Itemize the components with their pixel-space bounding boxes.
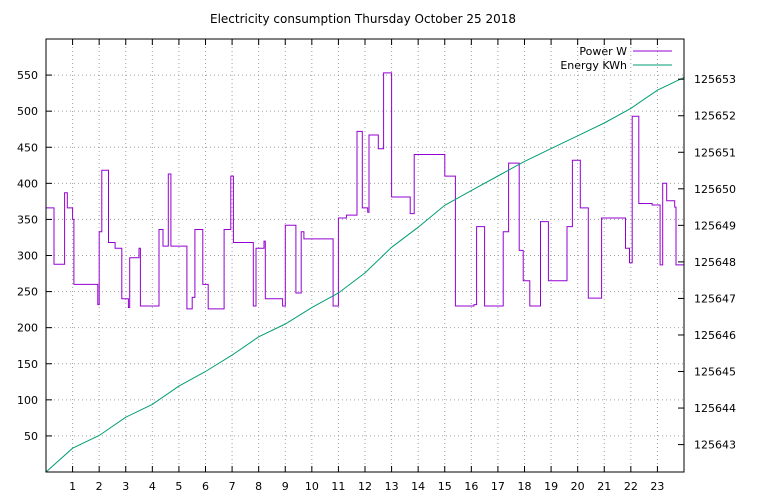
series-layer (45, 72, 685, 473)
legend-label-energy: Energy KWh (560, 59, 627, 72)
y-right-tick-label: 125645 (694, 366, 736, 379)
y-left-tick-label: 250 (17, 286, 38, 299)
x-axis-ticks: 1 2 3 4 5 6 7 8 9 10 11 12 13 14 15 16 17 18 19 20 21 22 23 (69, 39, 664, 493)
x-tick-label: 21 (597, 480, 611, 493)
y-right-tick-label: 125649 (694, 219, 736, 232)
legend-label-power: Power W (579, 45, 627, 58)
x-tick-label: 12 (358, 480, 372, 493)
x-tick-label: 4 (149, 480, 156, 493)
y-right-tick-label: 125653 (694, 73, 736, 86)
y-left-tick-label: 200 (17, 322, 38, 335)
chart-title: Electricity consumption Thursday October… (210, 12, 516, 26)
x-tick-label: 3 (122, 480, 129, 493)
x-tick-label: 20 (571, 480, 585, 493)
x-tick-label: 14 (411, 480, 425, 493)
x-tick-label: 19 (544, 480, 558, 493)
y-right-tick-label: 125647 (694, 292, 736, 305)
x-tick-label: 18 (518, 480, 532, 493)
series-line-power (46, 72, 684, 310)
x-tick-label: 17 (491, 480, 505, 493)
y-left-tick-label: 100 (17, 394, 38, 407)
x-tick-label: 11 (331, 480, 345, 493)
x-tick-label: 5 (175, 480, 182, 493)
series-line-energy (45, 76, 685, 473)
y-left-tick-label: 500 (17, 105, 38, 118)
y-left-tick-label: 450 (17, 141, 38, 154)
y-left-axis-ticks: 50 100 150 200 250 300 350 400 450 500 550 (17, 69, 52, 443)
grid (46, 39, 684, 472)
y-right-tick-label: 125652 (694, 110, 736, 123)
legend: Power W Energy KWh (560, 45, 672, 72)
y-right-tick-label: 125651 (694, 146, 736, 159)
x-tick-label: 7 (229, 480, 236, 493)
y-left-tick-label: 300 (17, 250, 38, 263)
y-left-tick-label: 150 (17, 358, 38, 371)
y-left-tick-label: 50 (24, 430, 38, 443)
x-tick-label: 23 (650, 480, 664, 493)
x-tick-label: 2 (96, 480, 103, 493)
x-tick-label: 13 (385, 480, 399, 493)
y-right-tick-label: 125646 (694, 329, 736, 342)
x-tick-label: 8 (255, 480, 262, 493)
x-tick-label: 16 (464, 480, 478, 493)
x-tick-label: 6 (202, 480, 209, 493)
x-tick-label: 1 (69, 480, 76, 493)
y-right-tick-label: 125650 (694, 183, 736, 196)
y-left-tick-label: 550 (17, 69, 38, 82)
y-right-tick-label: 125644 (694, 402, 736, 415)
y-left-tick-label: 400 (17, 177, 38, 190)
y-right-tick-label: 125643 (694, 439, 736, 452)
x-tick-label: 15 (438, 480, 452, 493)
y-right-axis-ticks: 125643 125644 125645 125646 125647 125648 1256… (678, 73, 736, 452)
y-left-tick-label: 350 (17, 213, 38, 226)
x-tick-label: 9 (282, 480, 289, 493)
x-tick-label: 10 (305, 480, 319, 493)
x-tick-label: 22 (624, 480, 638, 493)
y-right-tick-label: 125648 (694, 256, 736, 269)
